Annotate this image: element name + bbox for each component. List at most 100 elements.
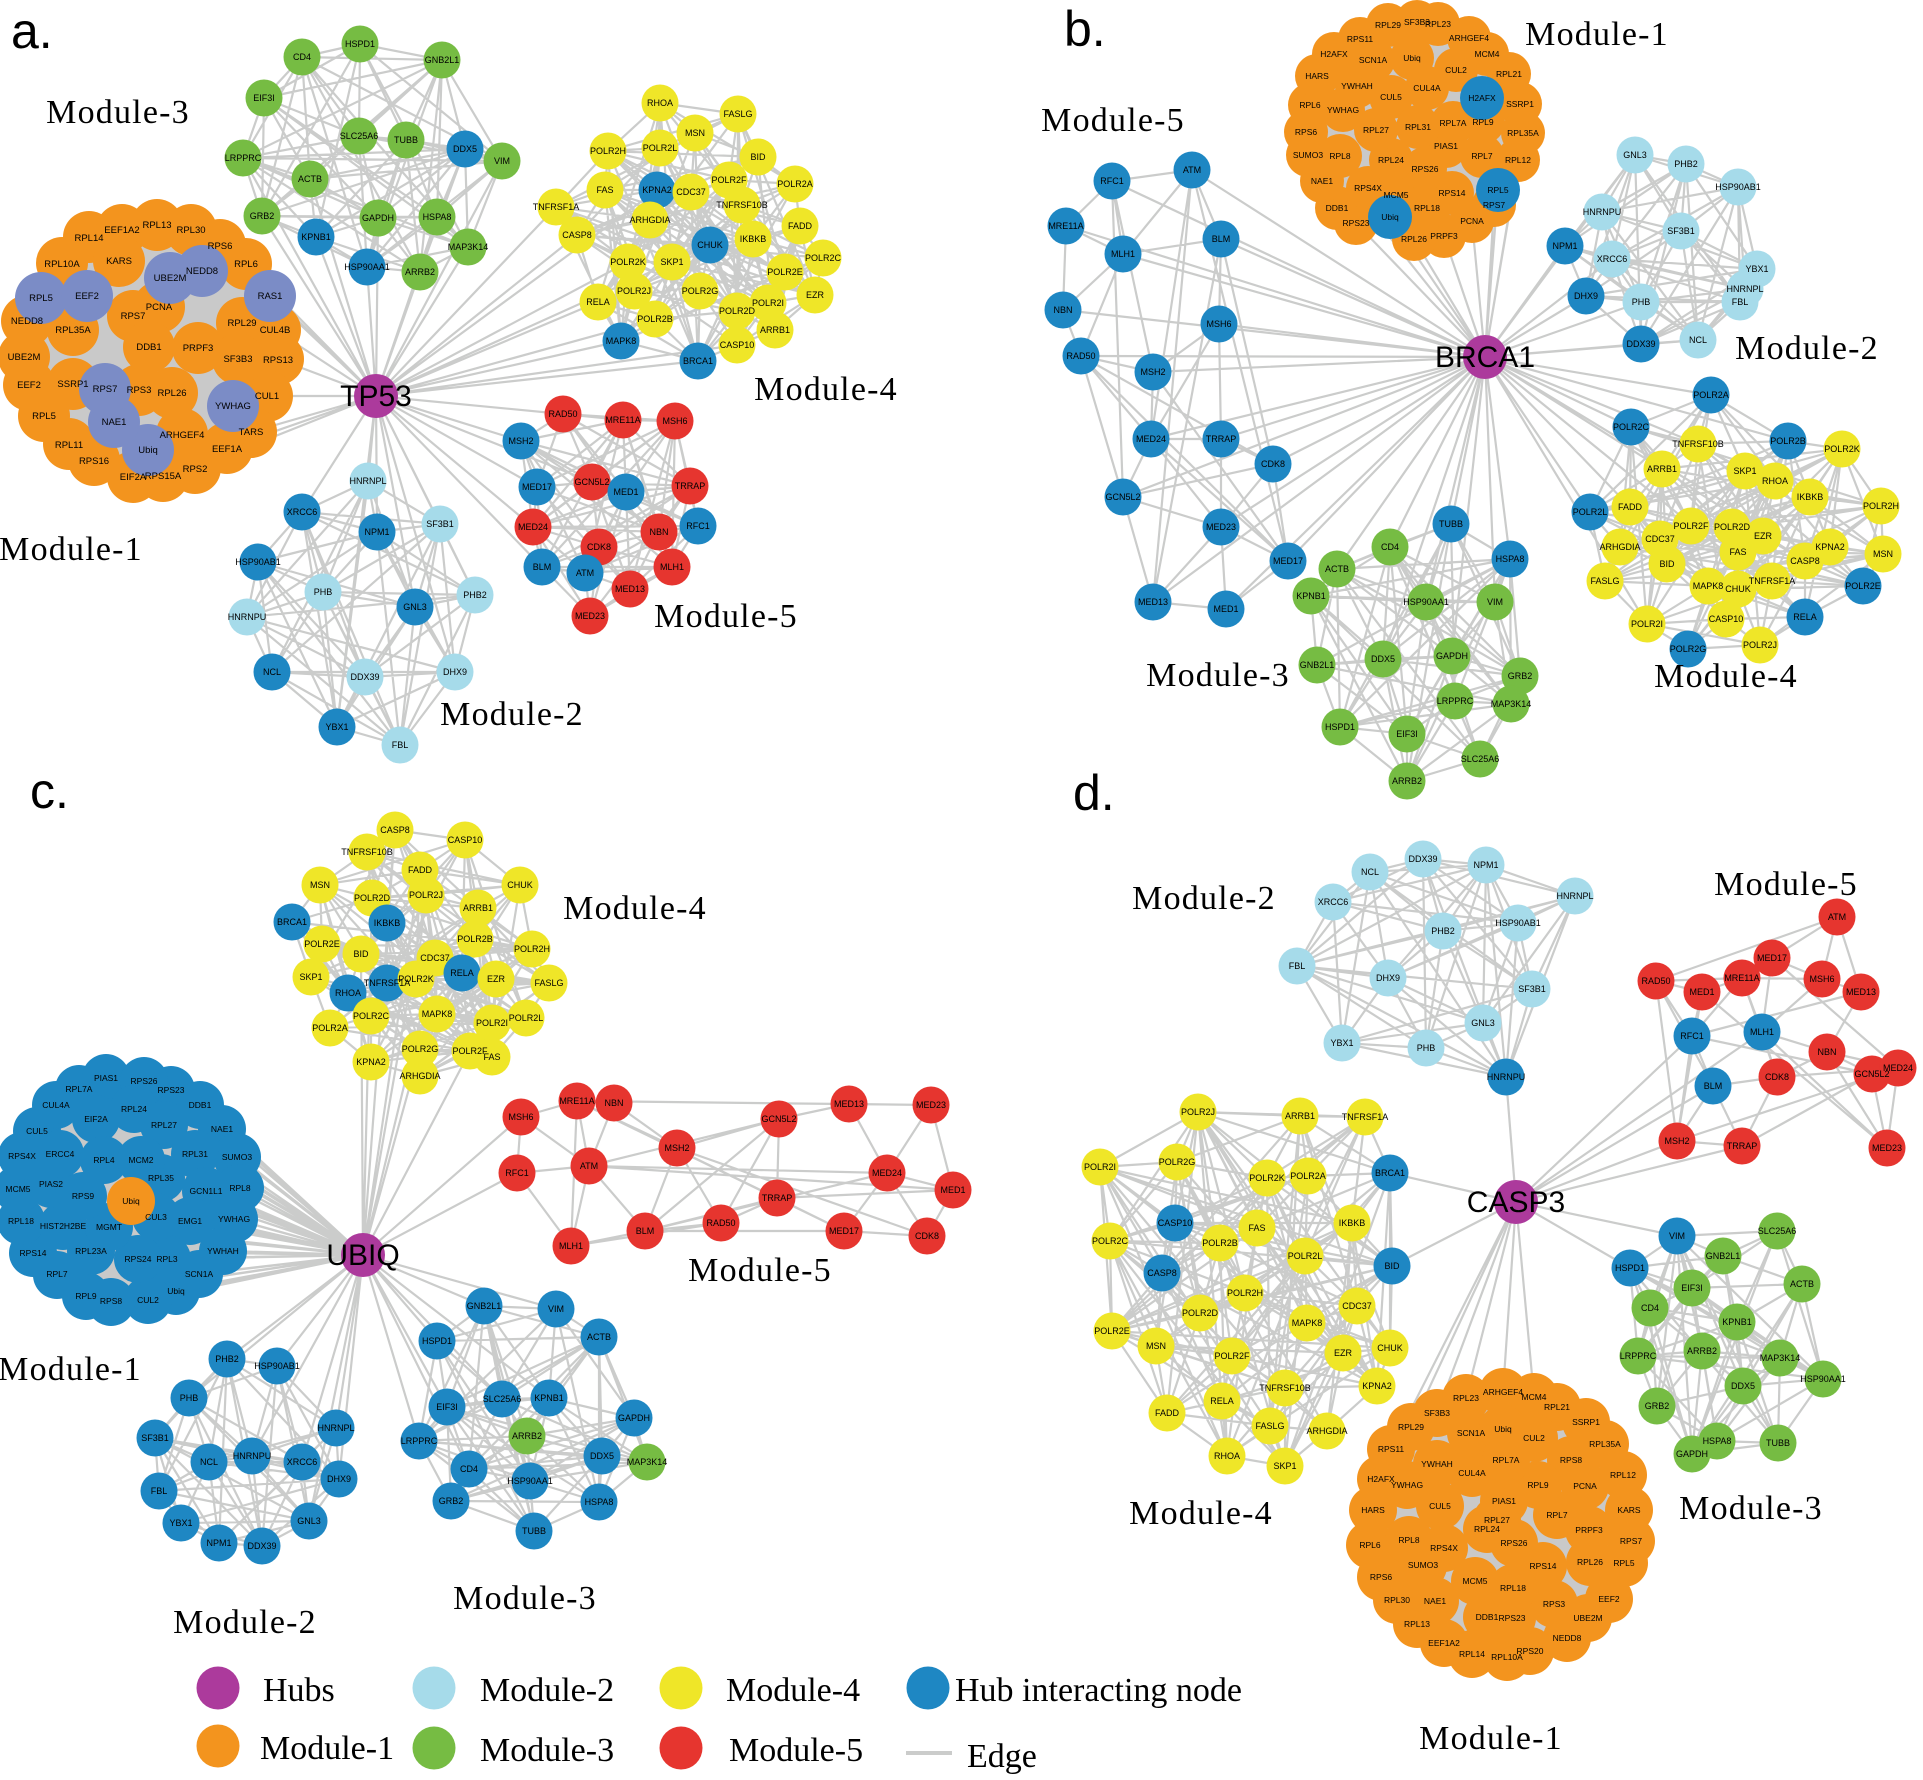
svg-text:MED24: MED24 — [1883, 1063, 1913, 1073]
svg-text:RHOA: RHOA — [335, 988, 361, 998]
svg-text:GNL3: GNL3 — [1471, 1018, 1495, 1028]
svg-text:HSP90AA1: HSP90AA1 — [1800, 1374, 1846, 1384]
svg-text:SLC25A6: SLC25A6 — [1461, 754, 1500, 764]
svg-text:ARRB2: ARRB2 — [1687, 1346, 1717, 1356]
svg-text:RPL26: RPL26 — [1577, 1557, 1603, 1567]
svg-text:GCN5L2: GCN5L2 — [761, 1114, 796, 1124]
svg-text:SF3B3: SF3B3 — [1404, 17, 1430, 27]
svg-text:POLR2C: POLR2C — [1092, 1236, 1129, 1246]
svg-text:CUL4B: CUL4B — [260, 325, 291, 336]
svg-text:d.: d. — [1073, 765, 1115, 821]
svg-text:MAP3K14: MAP3K14 — [1491, 699, 1532, 709]
svg-text:MAP3K14: MAP3K14 — [448, 242, 489, 252]
svg-text:GNB2L1: GNB2L1 — [425, 55, 460, 65]
svg-text:ACTB: ACTB — [298, 174, 322, 184]
svg-text:Module-4: Module-4 — [754, 371, 898, 408]
svg-text:BID: BID — [1384, 1261, 1400, 1271]
svg-text:NCL: NCL — [263, 667, 281, 677]
svg-text:CASP8: CASP8 — [1790, 556, 1820, 566]
svg-text:Ubiq: Ubiq — [138, 445, 158, 456]
svg-text:GNB2L1: GNB2L1 — [467, 1301, 502, 1311]
svg-text:SSRP1: SSRP1 — [1506, 99, 1534, 109]
svg-text:UBE2M: UBE2M — [8, 352, 41, 363]
svg-text:SF3B3: SF3B3 — [223, 354, 252, 365]
svg-text:POLR2J: POLR2J — [409, 890, 443, 900]
svg-text:RELA: RELA — [450, 968, 474, 978]
svg-text:Hubs: Hubs — [263, 1672, 335, 1709]
svg-text:MAPK8: MAPK8 — [606, 336, 637, 346]
svg-text:MSN: MSN — [685, 128, 705, 138]
svg-text:BLM: BLM — [533, 562, 552, 572]
svg-text:CDK8: CDK8 — [587, 542, 611, 552]
svg-text:RPL8: RPL8 — [1398, 1535, 1420, 1545]
svg-text:ARHGDIA: ARHGDIA — [399, 1071, 440, 1081]
svg-text:ATM: ATM — [580, 1161, 598, 1171]
svg-text:RPL24: RPL24 — [121, 1104, 147, 1114]
svg-text:POLR2F: POLR2F — [1673, 521, 1709, 531]
svg-text:POLR2A: POLR2A — [777, 179, 813, 189]
svg-text:SSRP1: SSRP1 — [57, 379, 88, 390]
svg-text:RPL5: RPL5 — [1487, 185, 1509, 195]
svg-text:b.: b. — [1064, 1, 1106, 57]
svg-text:TNFRSF10B: TNFRSF10B — [716, 200, 768, 210]
svg-text:POLR2E: POLR2E — [1094, 1326, 1130, 1336]
svg-text:ATM: ATM — [576, 568, 594, 578]
svg-text:POLR2K: POLR2K — [1824, 444, 1860, 454]
svg-text:HSP90AB1: HSP90AB1 — [254, 1361, 300, 1371]
svg-text:FAS: FAS — [1248, 1223, 1265, 1233]
svg-text:HSP90AA1: HSP90AA1 — [1403, 597, 1449, 607]
svg-text:RPL4: RPL4 — [93, 1155, 115, 1165]
svg-text:ACTB: ACTB — [1325, 564, 1349, 574]
svg-text:EMG1: EMG1 — [178, 1216, 202, 1226]
svg-text:RPL12: RPL12 — [1505, 155, 1531, 165]
svg-text:GRB2: GRB2 — [1645, 1401, 1670, 1411]
svg-text:MED23: MED23 — [1206, 522, 1236, 532]
svg-text:UBE2M: UBE2M — [154, 273, 187, 284]
svg-text:RPL8: RPL8 — [229, 1183, 251, 1193]
svg-text:RPS11: RPS11 — [1347, 34, 1374, 44]
svg-text:EEF1A2: EEF1A2 — [104, 225, 139, 236]
svg-text:CUL1: CUL1 — [255, 391, 279, 402]
svg-text:RPL24: RPL24 — [1378, 155, 1404, 165]
svg-text:GAPDH: GAPDH — [362, 213, 394, 223]
svg-text:RPS4X: RPS4X — [1354, 183, 1382, 193]
svg-text:RPS2: RPS2 — [183, 464, 208, 475]
svg-text:POLR2G: POLR2G — [1159, 1157, 1196, 1167]
svg-text:SLC25A6: SLC25A6 — [483, 1394, 522, 1404]
svg-text:Module-4: Module-4 — [726, 1672, 860, 1709]
svg-text:EIF2A: EIF2A — [120, 472, 147, 483]
svg-text:PHB2: PHB2 — [1674, 159, 1698, 169]
svg-text:FBL: FBL — [1289, 961, 1306, 971]
svg-text:CDK8: CDK8 — [1765, 1072, 1789, 1082]
svg-text:POLR2J: POLR2J — [1743, 640, 1777, 650]
svg-text:POLR2H: POLR2H — [1863, 501, 1899, 511]
svg-text:ARRB2: ARRB2 — [405, 267, 435, 277]
svg-text:BRCA1: BRCA1 — [1375, 1168, 1405, 1178]
svg-text:Module-5: Module-5 — [654, 598, 798, 635]
svg-text:MLH1: MLH1 — [660, 562, 684, 572]
svg-text:IKBKB: IKBKB — [1797, 492, 1824, 502]
svg-text:KPNB1: KPNB1 — [1296, 591, 1326, 601]
svg-text:SUMO3: SUMO3 — [222, 1152, 253, 1162]
svg-text:H2AFX: H2AFX — [1468, 93, 1496, 103]
svg-text:IKBKB: IKBKB — [740, 234, 767, 244]
svg-text:POLR2I: POLR2I — [1084, 1162, 1116, 1172]
svg-text:RPS6: RPS6 — [1370, 1572, 1392, 1582]
svg-text:RAD50: RAD50 — [548, 409, 577, 419]
svg-text:RPS3: RPS3 — [127, 385, 152, 396]
svg-text:POLR2E: POLR2E — [304, 939, 340, 949]
svg-text:MAPK8: MAPK8 — [1693, 581, 1724, 591]
svg-text:CUL5: CUL5 — [1429, 1501, 1451, 1511]
svg-text:POLR2E: POLR2E — [1845, 581, 1881, 591]
svg-text:DDB1: DDB1 — [1326, 203, 1349, 213]
svg-text:RELA: RELA — [586, 297, 610, 307]
svg-text:RPL9: RPL9 — [1472, 117, 1494, 127]
svg-text:RPS14: RPS14 — [1530, 1561, 1557, 1571]
svg-text:RPS13: RPS13 — [263, 355, 293, 366]
svg-text:POLR2K: POLR2K — [610, 257, 646, 267]
svg-text:RPS24: RPS24 — [125, 1254, 152, 1264]
svg-text:PHB2: PHB2 — [463, 590, 487, 600]
svg-text:FADD: FADD — [1155, 1408, 1180, 1418]
svg-text:KARS: KARS — [106, 256, 132, 267]
svg-text:XRCC6: XRCC6 — [1597, 254, 1628, 264]
